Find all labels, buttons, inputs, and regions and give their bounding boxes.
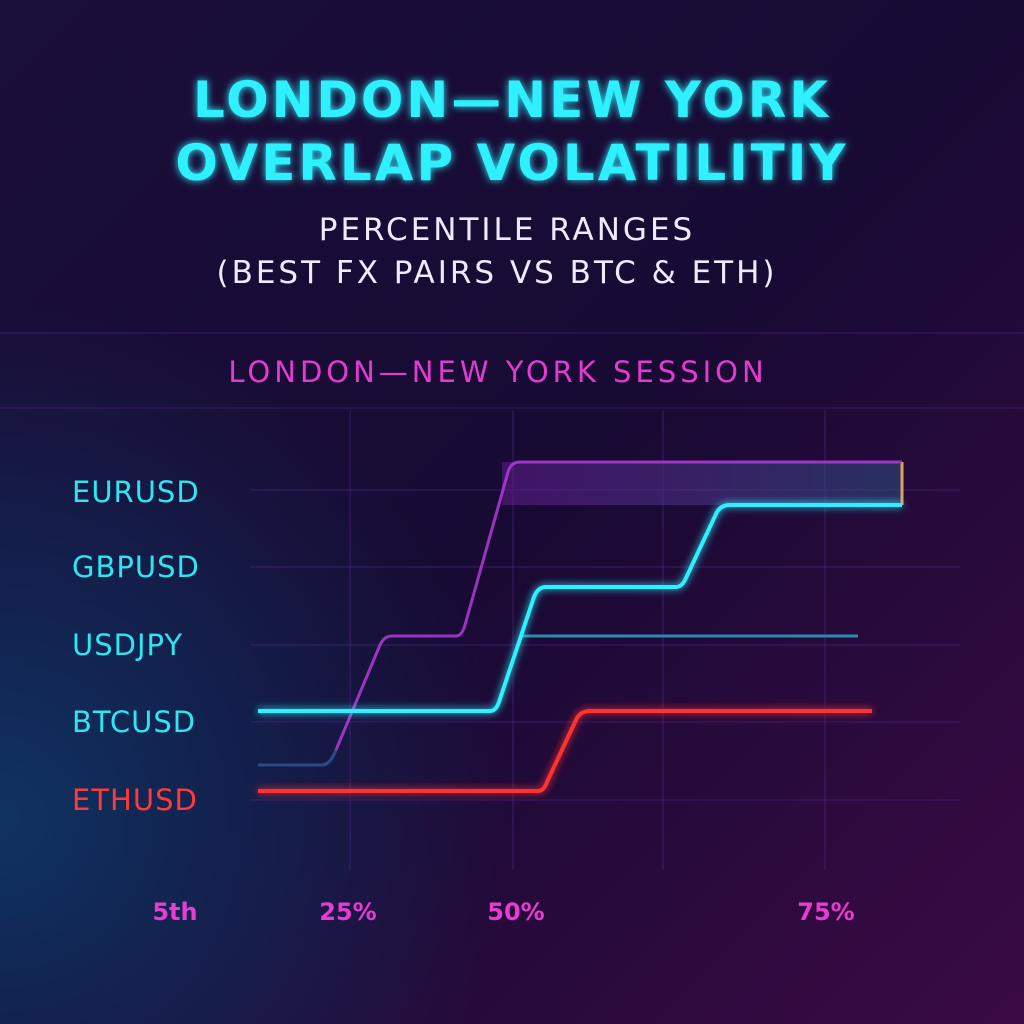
lines: [258, 460, 904, 793]
range-band: [502, 462, 902, 505]
range-line: [258, 749, 338, 767]
range-line: [258, 709, 872, 793]
axis-label: 5th: [152, 898, 197, 926]
title: OVERLAP VOLATILITIY: [175, 134, 848, 192]
axis-label: 25%: [319, 898, 376, 926]
row-label: GBPUSD: [72, 550, 200, 584]
axis-label: 75%: [797, 898, 854, 926]
subtitle: (BEST FX PAIRS VS BTC & ETH): [216, 255, 777, 291]
section-label: LONDON—NEW YORK SESSION: [228, 355, 767, 389]
title: LONDON—NEW YORK: [193, 71, 831, 129]
row-label: USDJPY: [72, 628, 183, 662]
range-line: [258, 503, 902, 713]
row-label: EURUSD: [72, 475, 200, 509]
row-label: BTCUSD: [72, 705, 196, 739]
axis-label: 50%: [487, 898, 544, 926]
subtitle: PERCENTILE RANGES: [319, 212, 695, 248]
row-label: ETHUSD: [72, 783, 198, 817]
